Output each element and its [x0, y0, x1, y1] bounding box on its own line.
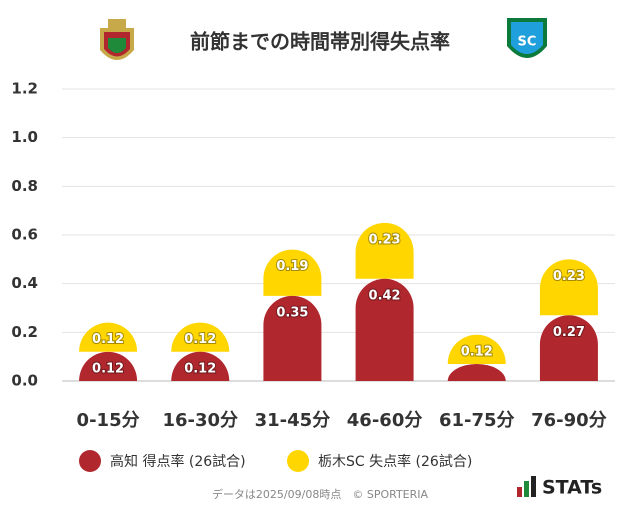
y-tick-label: 0.4: [11, 274, 38, 292]
legend-label: 栃木SC 失点率 (26試合): [318, 453, 472, 470]
x-tick-label: 46-60分: [347, 410, 423, 431]
value-label: 0.12: [184, 332, 216, 347]
x-tick-label: 31-45分: [255, 410, 331, 431]
footnote: データは2025/09/08時点 © SPORTERIA: [212, 487, 429, 501]
bar-segment: [539, 315, 598, 381]
x-tick-label: 0-15分: [77, 410, 140, 431]
bar-segment: [171, 322, 230, 352]
bar-segment: [447, 334, 506, 364]
legend-marker: [287, 450, 309, 472]
value-label: 0.23: [369, 232, 401, 247]
bar-segment: [263, 295, 322, 381]
x-tick-label: 76-90分: [531, 410, 607, 431]
value-label: 0.19: [276, 259, 308, 274]
value-label: 0.12: [461, 344, 493, 359]
bar-segment: [79, 351, 138, 381]
value-label: 0.23: [553, 269, 585, 284]
value-label: 0.12: [184, 361, 216, 376]
bar-segment: [263, 249, 322, 296]
bar-segment: [539, 259, 598, 316]
legend-marker: [79, 450, 101, 472]
home-logo: [100, 19, 134, 60]
legend-label: 高知 得点率 (26試合): [110, 453, 246, 470]
y-tick-label: 0.2: [11, 323, 38, 341]
y-tick-label: 0.6: [11, 226, 38, 244]
bar-segment: [447, 363, 506, 381]
x-tick-label: 16-30分: [162, 410, 238, 431]
y-tick-label: 0.0: [11, 372, 38, 390]
value-label: 0.42: [369, 288, 401, 303]
value-label: 0.35: [276, 305, 308, 320]
value-label: 0.27: [553, 325, 585, 340]
chart-title: 前節までの時間帯別得失点率: [190, 30, 450, 54]
bar-segment: [355, 222, 414, 279]
x-tick-label: 61-75分: [439, 410, 515, 431]
bar-segment: [355, 278, 414, 381]
svg-text:SC: SC: [518, 35, 537, 50]
y-tick-label: 0.8: [11, 177, 38, 195]
y-tick-label: 1.0: [11, 128, 38, 146]
brand: STATs: [542, 477, 602, 499]
y-tick-label: 1.2: [11, 80, 38, 98]
value-label: 0.12: [92, 361, 124, 376]
brand-logo: [517, 476, 536, 497]
bar-segment: [79, 322, 138, 352]
away-logo: SC: [507, 18, 547, 58]
value-label: 0.12: [92, 332, 124, 347]
bar-segment: [171, 351, 230, 381]
